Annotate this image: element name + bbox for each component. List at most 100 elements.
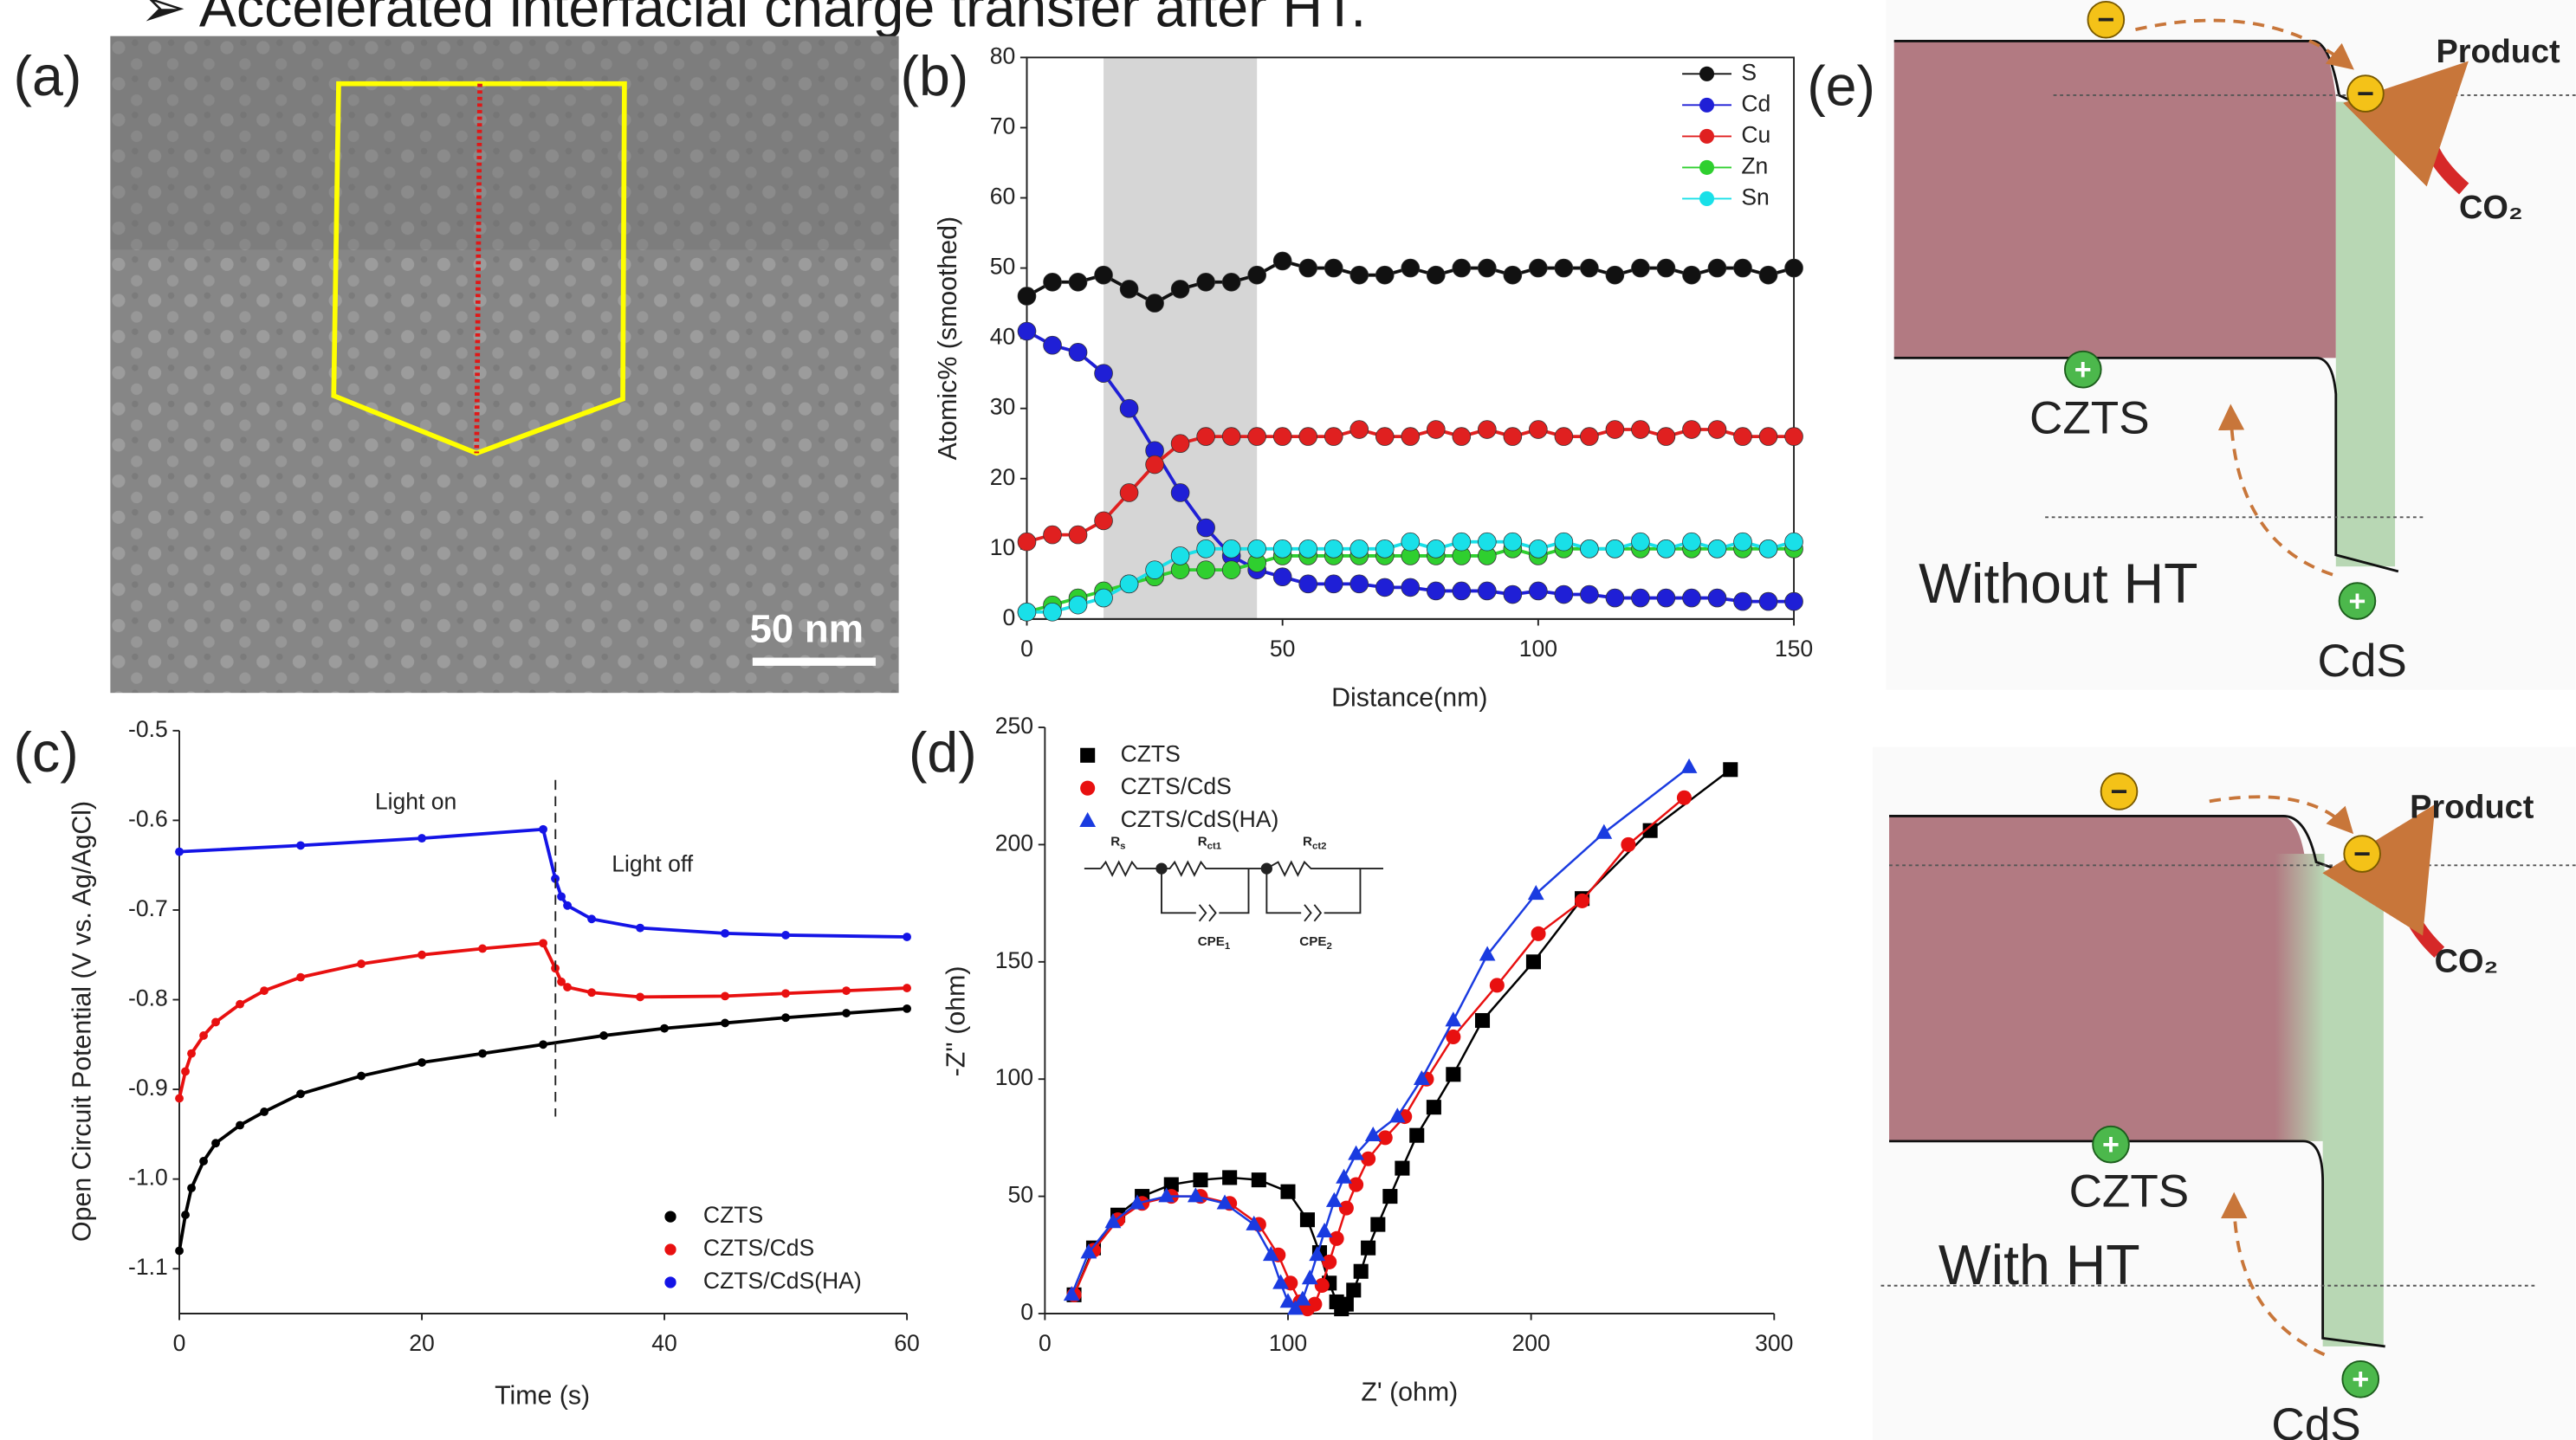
- y-tick-label: -1.1: [128, 1254, 168, 1280]
- data-point: [539, 824, 547, 834]
- legend-marker: [1080, 747, 1096, 763]
- data-point: [1353, 1263, 1369, 1279]
- data-point: [1474, 1012, 1491, 1029]
- data-point: [1452, 427, 1472, 446]
- data-point: [1529, 581, 1548, 601]
- data-point: [1605, 539, 1625, 559]
- data-point: [1426, 265, 1446, 285]
- data-point: [1170, 434, 1190, 454]
- data-point: [1409, 1127, 1425, 1143]
- data-point: [1216, 1194, 1233, 1210]
- data-point: [1043, 335, 1062, 355]
- data-point: [1221, 272, 1241, 292]
- data-point: [175, 847, 184, 856]
- inset-label-sub: ct2: [1312, 841, 1326, 851]
- data-point: [1707, 588, 1727, 608]
- data-point: [1529, 539, 1548, 559]
- data-point: [478, 1049, 487, 1058]
- data-point: [1349, 574, 1369, 594]
- hole: +: [2102, 1128, 2120, 1161]
- inset-label: Rct1: [1198, 835, 1221, 852]
- data-point: [1478, 258, 1497, 278]
- x-tick-label: 100: [1269, 1330, 1307, 1356]
- data-point: [557, 977, 566, 986]
- micrograph: 50 nm: [110, 36, 899, 694]
- data-point: [563, 901, 572, 910]
- diagram-caption: Without HT: [1919, 552, 2197, 615]
- data-point: [1758, 427, 1778, 446]
- data-point: [781, 1013, 790, 1023]
- data-point: [1247, 539, 1266, 559]
- data-point: [1707, 539, 1727, 559]
- data-point: [417, 1058, 426, 1067]
- data-point: [1068, 595, 1088, 615]
- data-point: [1272, 251, 1292, 271]
- data-point: [1196, 272, 1215, 292]
- data-point: [1272, 1274, 1289, 1289]
- data-point: [1301, 1269, 1318, 1285]
- data-point: [1338, 1296, 1354, 1312]
- data-point: [1733, 427, 1752, 446]
- data-point: [1329, 1230, 1344, 1246]
- y-tick-label: 0: [1002, 604, 1015, 630]
- data-point: [1094, 588, 1113, 608]
- data-point: [903, 1004, 912, 1013]
- data-point: [1656, 588, 1676, 608]
- data-point: [1287, 1300, 1304, 1315]
- data-point: [211, 1017, 220, 1027]
- data-point: [1375, 265, 1395, 285]
- data-point: [1479, 946, 1496, 961]
- data-point: [557, 892, 566, 901]
- data-point: [1580, 584, 1599, 604]
- data-point: [1580, 539, 1599, 559]
- data-point: [1221, 560, 1241, 579]
- diagram-caption: With HT: [1938, 1234, 2140, 1296]
- data-point: [587, 914, 596, 924]
- x-tick-label: 0: [1039, 1330, 1052, 1356]
- data-point: [1145, 455, 1164, 475]
- data-point: [1382, 1189, 1398, 1204]
- data-point: [636, 992, 644, 1002]
- data-point: [1489, 978, 1505, 993]
- product-label: Product: [2436, 34, 2560, 70]
- y-tick-label: 70: [990, 113, 1016, 139]
- data-point: [1324, 539, 1343, 559]
- shaded-region: [1104, 57, 1258, 619]
- data-point: [1370, 1217, 1386, 1232]
- data-point: [1119, 483, 1139, 502]
- legend-label: Cu: [1741, 121, 1770, 147]
- data-point: [1784, 591, 1803, 611]
- data-point: [236, 1120, 244, 1130]
- legend-marker: [664, 1211, 676, 1223]
- data-point: [1094, 265, 1113, 285]
- inset-label-main: R: [1303, 835, 1312, 849]
- data-point: [1575, 893, 1590, 908]
- data-point: [1322, 1254, 1337, 1269]
- data-point: [539, 939, 547, 948]
- y-axis-label: Open Circuit Potential (V vs. Ag/AgCl): [68, 801, 97, 1242]
- legend-marker: [1699, 190, 1715, 206]
- data-point: [1272, 427, 1292, 446]
- data-point: [1682, 532, 1701, 552]
- data-point: [1158, 1187, 1175, 1203]
- data-point: [1605, 420, 1625, 439]
- data-point: [1196, 427, 1215, 446]
- y-axis-label: -Z'' (ohm): [942, 966, 970, 1077]
- data-point: [1631, 588, 1650, 608]
- data-point: [1349, 420, 1369, 439]
- data-point: [1364, 1126, 1382, 1142]
- data-point: [199, 1031, 208, 1040]
- data-point: [1246, 1215, 1263, 1230]
- data-point: [1446, 1067, 1461, 1082]
- data-point: [1294, 1290, 1311, 1306]
- data-point: [1452, 581, 1472, 601]
- y-tick-label: 100: [995, 1064, 1033, 1090]
- data-point: [903, 933, 912, 941]
- data-point: [1554, 532, 1574, 552]
- data-point: [1529, 258, 1548, 278]
- data-point: [1193, 1172, 1208, 1188]
- data-point: [842, 986, 851, 996]
- circuit-inset: [1084, 860, 1383, 922]
- data-point: [1196, 518, 1215, 538]
